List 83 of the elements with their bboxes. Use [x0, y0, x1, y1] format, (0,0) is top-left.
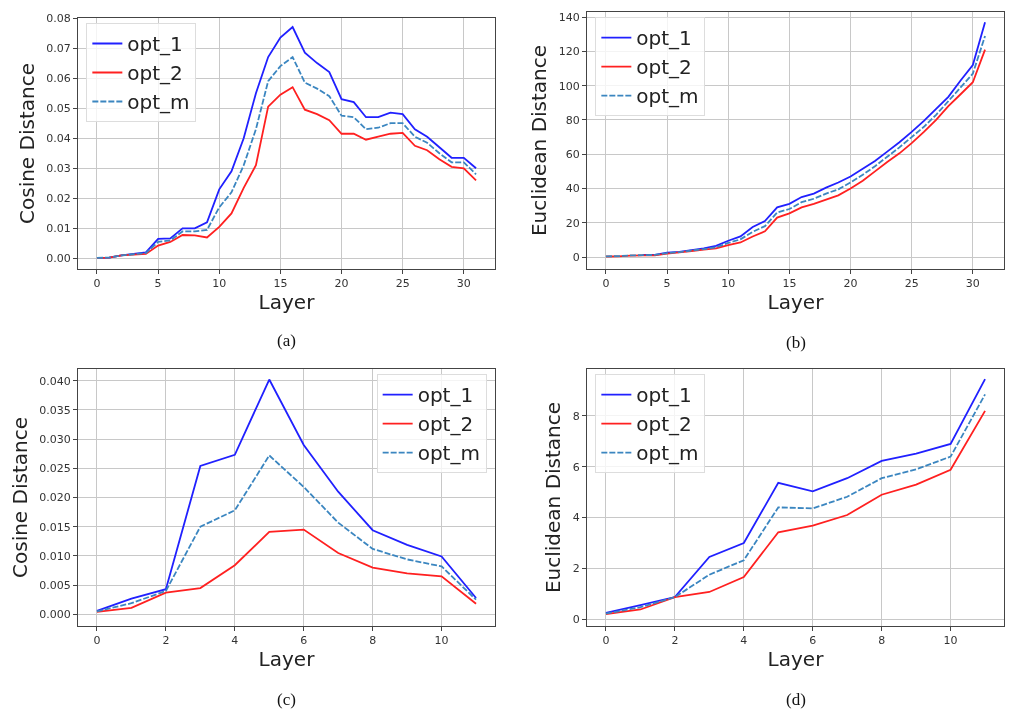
y-tick-label: 0.030 [39, 432, 71, 446]
legend-label: opt_m [417, 441, 480, 466]
legend-label: opt_2 [127, 61, 183, 86]
y-tick-label: 0.02 [46, 192, 71, 206]
legend-label: opt_m [127, 90, 190, 115]
y-tick-label: 120 [558, 45, 580, 59]
x-tick-label: 30 [965, 277, 980, 291]
x-tick-label: 20 [843, 277, 858, 291]
legend-label: opt_2 [417, 412, 474, 437]
x-tick-label: 20 [334, 277, 349, 291]
y-tick-label: 0.005 [39, 578, 71, 592]
y-tick-label: 60 [565, 148, 580, 162]
y-axis-title: Euclidean Distance [541, 401, 566, 594]
line-series [96, 378, 477, 612]
y-tick-label: 0.05 [46, 102, 71, 116]
y-tick-label: 0.025 [39, 462, 71, 476]
x-tick-label: 10 [434, 634, 449, 648]
y-axis-title: Euclidean Distance [527, 44, 552, 237]
y-tick-label: 0.03 [46, 162, 71, 176]
x-tick-label: 6 [809, 634, 817, 648]
x-tick-label: 2 [671, 634, 679, 648]
x-tick-label: 2 [162, 634, 170, 648]
x-tick-label: 5 [663, 277, 671, 291]
x-tick-label: 25 [395, 277, 410, 291]
y-tick-label: 6 [572, 460, 580, 474]
y-tick-label: 140 [558, 10, 580, 24]
legend-label: opt_m [636, 84, 699, 109]
x-tick-label: 10 [943, 634, 958, 648]
y-tick-label: 2 [572, 562, 580, 576]
x-tick-label: 10 [721, 277, 736, 291]
x-tick-label: 0 [602, 277, 610, 291]
x-tick-label: 8 [878, 634, 886, 648]
y-tick-label: 0 [572, 612, 580, 626]
x-tick-label: 4 [231, 634, 239, 648]
y-tick-label: 20 [565, 216, 580, 230]
x-tick-label: 4 [740, 634, 748, 648]
y-tick-label: 0.015 [39, 520, 71, 534]
y-tick-label: 100 [558, 79, 580, 93]
y-axis-title: Cosine Distance [7, 417, 32, 578]
line-series [96, 528, 477, 613]
text: (d) [786, 690, 806, 709]
legend-label: opt_1 [127, 32, 183, 57]
x-axis-title: Layer [767, 290, 825, 315]
y-tick-label: 8 [572, 409, 580, 423]
y-tick-label: 80 [565, 113, 580, 127]
legend-label: opt_1 [636, 383, 692, 408]
y-tick-label: 0.035 [39, 403, 71, 417]
text: (b) [786, 333, 806, 352]
legend-label: opt_2 [636, 55, 692, 80]
y-tick-label: 0.000 [39, 608, 71, 622]
y-axis-title: Cosine Distance [14, 63, 39, 224]
y-tick-label: 0.08 [46, 11, 71, 25]
y-tick-label: 0.04 [46, 132, 71, 146]
x-tick-label: 15 [273, 277, 288, 291]
x-tick-label: 0 [602, 634, 610, 648]
y-tick-label: 0.06 [46, 71, 71, 85]
x-tick-label: 0 [93, 634, 101, 648]
text: (c) [277, 690, 296, 709]
y-tick-label: 0.01 [46, 222, 71, 236]
legend-label: opt_2 [636, 412, 692, 437]
legend-label: opt_m [636, 441, 699, 466]
x-tick-label: 15 [782, 277, 797, 291]
y-tick-label: 0.00 [46, 252, 71, 266]
legend-label: opt_1 [417, 383, 474, 408]
x-tick-label: 5 [154, 277, 162, 291]
y-tick-label: 0 [572, 250, 580, 264]
legend-label: opt_1 [636, 26, 692, 51]
y-tick-label: 0.040 [39, 374, 71, 388]
x-tick-label: 25 [904, 277, 919, 291]
y-tick-label: 0.07 [46, 41, 71, 55]
x-tick-label: 6 [300, 634, 308, 648]
x-axis-title: Layer [258, 290, 316, 315]
y-tick-label: 4 [572, 511, 580, 525]
y-tick-label: 0.020 [39, 491, 71, 505]
x-tick-label: 0 [93, 277, 101, 291]
x-axis-title: Layer [258, 647, 316, 672]
text: (a) [277, 331, 296, 350]
x-tick-label: 10 [212, 277, 227, 291]
x-tick-label: 8 [369, 634, 377, 648]
y-tick-label: 40 [565, 182, 580, 196]
x-tick-label: 30 [456, 277, 471, 291]
y-tick-label: 0.010 [39, 549, 71, 563]
x-axis-title: Layer [767, 647, 825, 672]
